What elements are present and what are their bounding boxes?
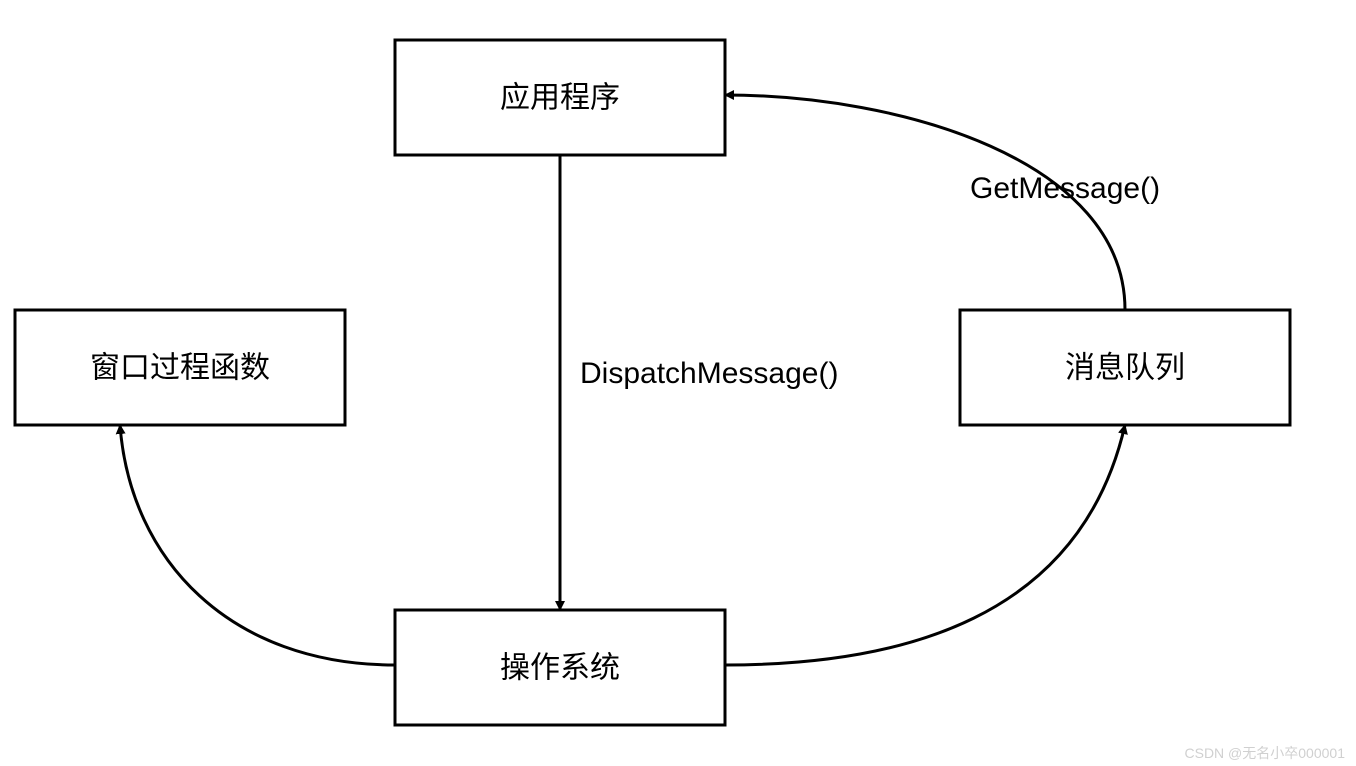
node-app: 应用程序 — [395, 40, 725, 155]
edge-app-to-os: DispatchMessage() — [560, 155, 838, 610]
node-wnd: 窗口过程函数 — [15, 310, 345, 425]
edge-os-to-queue — [725, 425, 1125, 665]
node-label: 消息队列 — [1065, 351, 1185, 384]
node-queue: 消息队列 — [960, 310, 1290, 425]
edge-path — [120, 425, 395, 665]
node-os: 操作系统 — [395, 610, 725, 725]
node-label: 应用程序 — [500, 81, 620, 114]
node-label: 窗口过程函数 — [90, 351, 270, 384]
node-label: 操作系统 — [500, 651, 620, 684]
edge-label-dispatch: DispatchMessage() — [580, 357, 838, 390]
edge-label-getmessage: GetMessage() — [970, 172, 1160, 205]
flowchart-diagram: DispatchMessage() GetMessage() 应用程序 窗口过程… — [0, 0, 1356, 766]
edge-path — [725, 425, 1125, 665]
edge-os-to-wnd — [120, 425, 395, 665]
watermark-text: CSDN @无名小卒000001 — [1185, 745, 1346, 761]
edge-queue-to-app: GetMessage() — [725, 95, 1160, 310]
